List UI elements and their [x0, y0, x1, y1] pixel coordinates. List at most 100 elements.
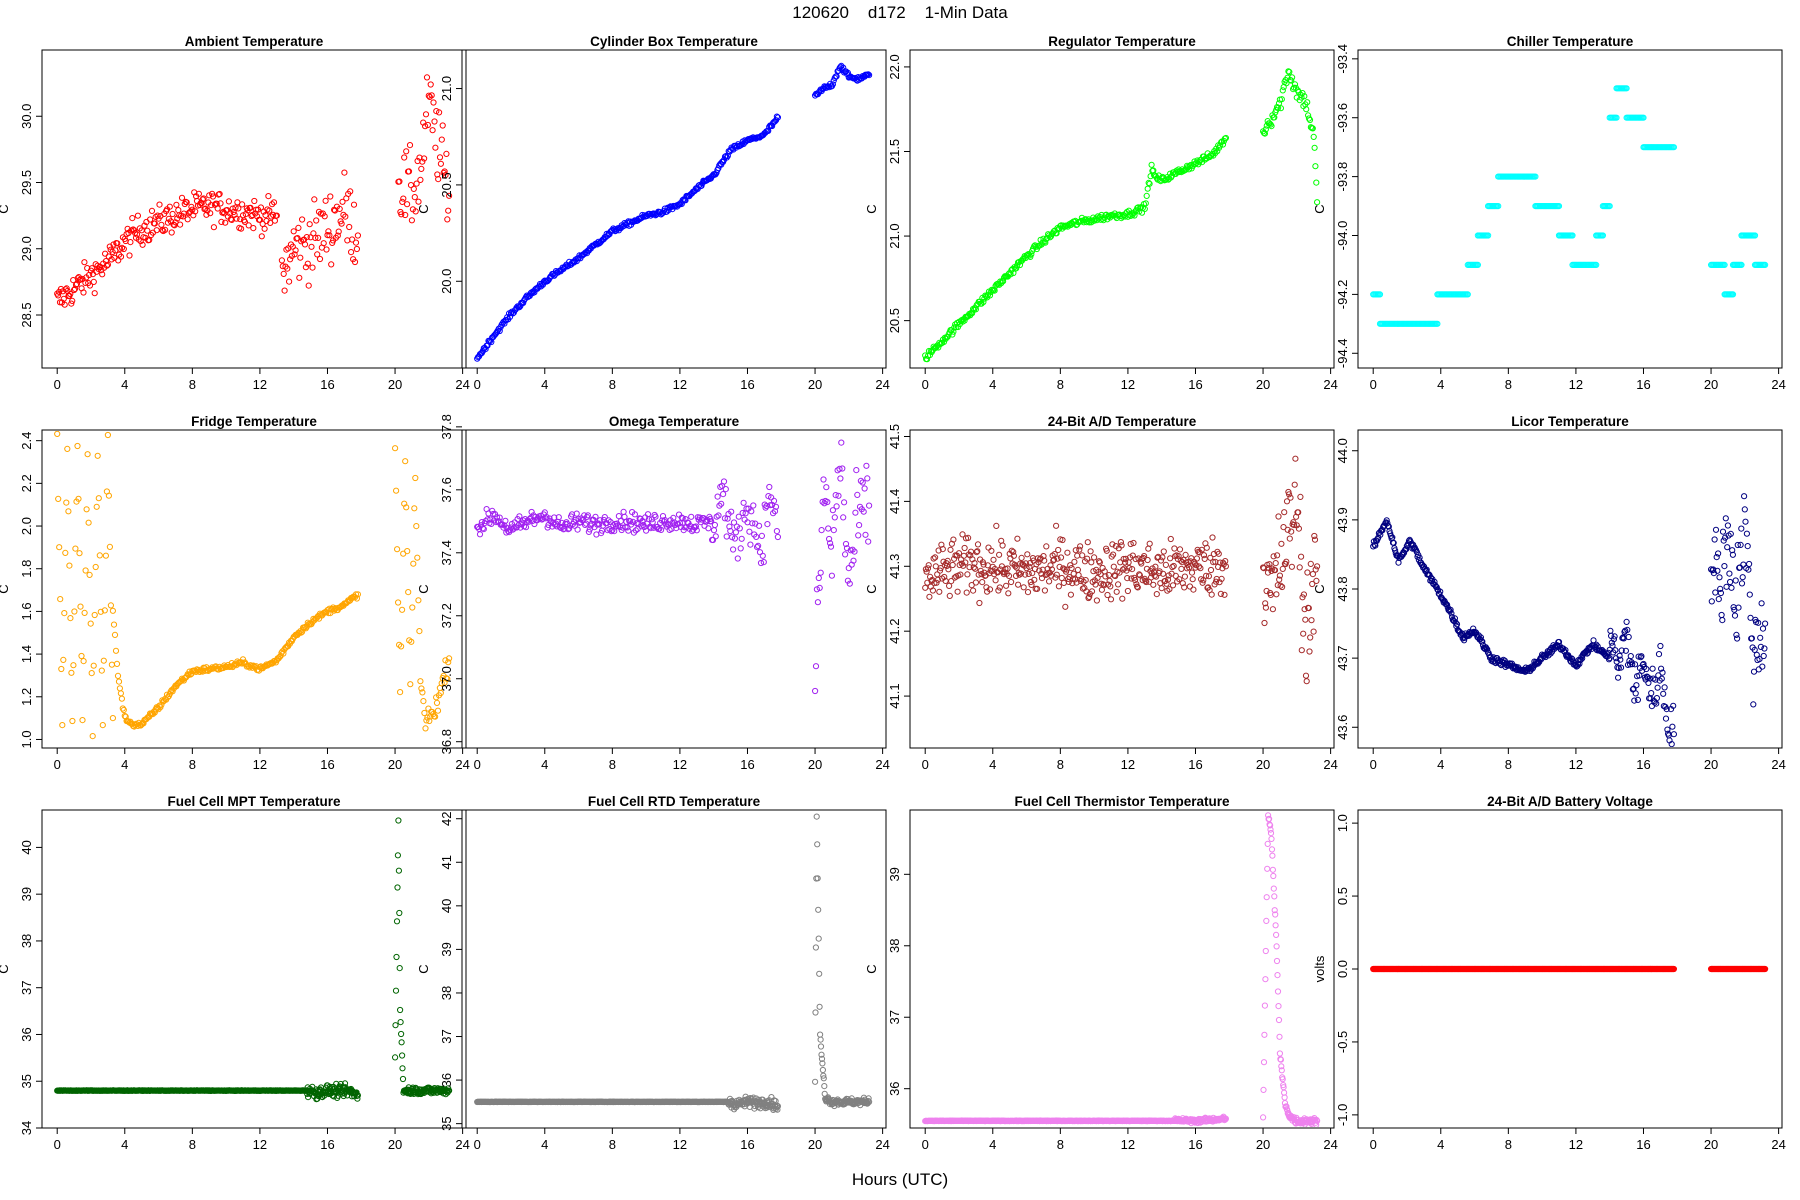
- data-point: [750, 502, 757, 509]
- data-points: [474, 813, 873, 1114]
- data-points: [54, 431, 453, 740]
- data-point: [435, 176, 442, 183]
- data-point: [433, 699, 441, 707]
- data-point: [164, 219, 171, 226]
- x-tick-label: 12: [1121, 757, 1135, 772]
- data-point: [392, 445, 399, 452]
- y-axis-label: C: [416, 964, 431, 973]
- data-point: [1074, 552, 1081, 559]
- data-point: [284, 265, 291, 272]
- data-point: [974, 541, 982, 548]
- data-point: [1755, 666, 1762, 673]
- data-point: [846, 580, 853, 587]
- data-point: [290, 228, 297, 235]
- data-point: [394, 852, 401, 859]
- data-point: [1434, 320, 1441, 327]
- data-point: [770, 497, 778, 504]
- data-point: [105, 492, 113, 499]
- data-point: [72, 281, 80, 288]
- data-point: [101, 607, 108, 614]
- data-point: [203, 211, 210, 218]
- data-point: [764, 521, 771, 528]
- data-point: [1283, 558, 1290, 565]
- data-point: [516, 513, 523, 520]
- data-point: [113, 660, 121, 668]
- data-point: [849, 546, 856, 553]
- data-point: [116, 685, 124, 692]
- y-tick-label: 41.2: [887, 619, 902, 644]
- data-point: [287, 256, 294, 263]
- data-point: [1296, 564, 1303, 571]
- data-point: [308, 243, 315, 250]
- data-point: [966, 564, 973, 571]
- data-point: [969, 310, 976, 317]
- data-point: [71, 608, 78, 615]
- data-point: [425, 92, 432, 99]
- data-point: [986, 586, 994, 593]
- data-point: [1203, 572, 1210, 579]
- data-point: [1116, 569, 1123, 576]
- x-tick-label: 20: [1704, 377, 1718, 392]
- data-point: [127, 239, 134, 246]
- x-tick-label: 4: [541, 1137, 548, 1152]
- data-point: [1278, 540, 1285, 547]
- data-point: [109, 715, 117, 722]
- data-point: [1309, 571, 1317, 578]
- panel-title: Cylinder Box Temperature: [590, 34, 758, 49]
- data-point: [972, 579, 980, 586]
- data-point: [1171, 545, 1178, 552]
- x-tick-label: 12: [253, 377, 267, 392]
- data-point: [830, 527, 837, 534]
- data-point: [75, 495, 82, 502]
- data-point: [1745, 566, 1752, 573]
- data-point: [183, 199, 190, 206]
- data-point: [679, 197, 686, 204]
- data-point: [1383, 517, 1390, 524]
- data-point: [1091, 554, 1098, 561]
- data-point: [393, 487, 400, 494]
- data-point: [1094, 574, 1101, 582]
- data-point: [572, 516, 579, 524]
- y-tick-label: 1.0: [19, 730, 34, 748]
- data-point: [990, 556, 997, 563]
- data-point: [565, 526, 572, 533]
- data-point: [1055, 583, 1063, 590]
- data-point: [1437, 588, 1444, 595]
- data-point: [487, 516, 494, 523]
- data-point: [631, 511, 639, 518]
- plot-frame: [909, 49, 1335, 369]
- x-tick-label: 16: [320, 1137, 334, 1152]
- data-point: [434, 707, 442, 714]
- data-point: [644, 511, 652, 518]
- data-point: [1283, 498, 1291, 505]
- data-point: [144, 227, 151, 234]
- data-point: [402, 211, 409, 219]
- y-tick-label: 1.4: [19, 645, 34, 663]
- y-tick-label: 44.0: [1335, 438, 1350, 463]
- data-point: [973, 549, 980, 556]
- data-point: [832, 492, 839, 499]
- data-point: [496, 514, 503, 521]
- data-point: [399, 198, 406, 205]
- data-point: [81, 609, 88, 617]
- data-point: [444, 216, 451, 223]
- data-point: [840, 514, 847, 521]
- data-point: [1761, 645, 1768, 652]
- x-tick-label: 24: [1771, 377, 1785, 392]
- data-point: [1008, 547, 1015, 554]
- data-point: [178, 194, 186, 201]
- data-point: [770, 510, 777, 517]
- data-point: [756, 522, 763, 529]
- data-point: [1221, 591, 1228, 598]
- data-point: [860, 508, 867, 515]
- data-point: [88, 670, 95, 677]
- data-point: [1110, 563, 1117, 570]
- data-point: [1616, 652, 1623, 659]
- data-point: [1142, 200, 1149, 207]
- data-point: [817, 1036, 824, 1043]
- x-tick-label: 24: [455, 1137, 469, 1152]
- data-point: [413, 523, 420, 530]
